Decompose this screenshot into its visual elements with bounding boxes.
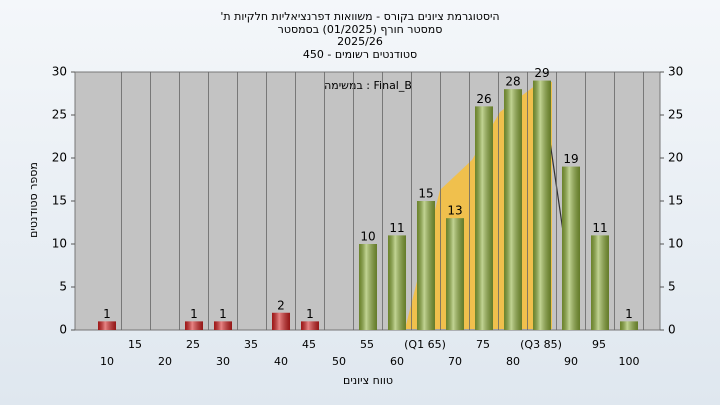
- data-label: 1: [190, 307, 198, 321]
- x-axis-label: טווח ציונים: [343, 374, 393, 387]
- data-label: 19: [563, 152, 578, 166]
- x-tick-label: 60: [390, 355, 404, 368]
- bar-shine: [98, 321, 116, 330]
- x-tick-label: (Q3 85): [520, 338, 562, 351]
- y2-tick-label: 25: [668, 108, 683, 122]
- y2-tick-label: 30: [668, 65, 683, 79]
- bar-shine: [214, 321, 232, 330]
- bar-shine: [591, 235, 609, 330]
- x-tick-label: 25: [186, 338, 200, 351]
- bar-shine: [504, 89, 522, 330]
- y-tick-label: 30: [52, 65, 67, 79]
- x-tick-label: 95: [592, 338, 606, 351]
- data-label: 11: [389, 221, 404, 235]
- data-label: 15: [418, 187, 433, 201]
- bar-shine: [562, 166, 580, 330]
- y-tick-label: 10: [52, 237, 67, 251]
- x-tick-label: 75: [476, 338, 490, 351]
- x-tick-label: 35: [244, 338, 258, 351]
- data-label: 1: [625, 307, 633, 321]
- y2-tick-label: 5: [668, 280, 676, 294]
- data-label: 1: [219, 307, 227, 321]
- x-tick-label: 10: [100, 355, 114, 368]
- bar-shine: [388, 235, 406, 330]
- y2-tick-label: 10: [668, 237, 683, 251]
- chart-title: היסטוגרמת ציונים בקורס - משוואות דפרנציא…: [220, 10, 499, 23]
- bar-shine: [301, 321, 319, 330]
- y-tick-label: 20: [52, 151, 67, 165]
- data-label: 29: [534, 66, 549, 80]
- x-tick-label: 40: [274, 355, 288, 368]
- data-label: 11: [592, 221, 607, 235]
- bar-shine: [359, 244, 377, 330]
- bar-shine: [446, 218, 464, 330]
- x-tick-label: (Q1 65): [404, 338, 446, 351]
- y-tick-label: 5: [59, 280, 67, 294]
- x-tick-label: 80: [506, 355, 520, 368]
- data-label: 26: [476, 92, 491, 106]
- x-tick-label: 90: [564, 355, 578, 368]
- chart-subtitle: 2025/26: [337, 35, 383, 48]
- y2-tick-label: 20: [668, 151, 683, 165]
- chart-subtitle: סטודנטים רשומים - 450: [303, 48, 417, 61]
- y2-tick-label: 0: [668, 323, 676, 337]
- data-label: 10: [360, 230, 375, 244]
- bar-shine: [417, 201, 435, 330]
- y-tick-label: 0: [59, 323, 67, 337]
- bar-shine: [185, 321, 203, 330]
- bar-shine: [272, 312, 290, 330]
- x-tick-label: 20: [158, 355, 172, 368]
- x-tick-label: 100: [619, 355, 640, 368]
- y-axis-label: מספר סטודנטים: [27, 162, 40, 238]
- data-label: 2: [277, 298, 285, 312]
- x-tick-label: 50: [332, 355, 346, 368]
- x-tick-label: 70: [448, 355, 462, 368]
- bar-shine: [475, 106, 493, 331]
- data-label: 28: [505, 75, 520, 89]
- data-label: 13: [447, 204, 462, 218]
- data-label: 1: [103, 307, 111, 321]
- annotation: במשימה : Final_B: [324, 79, 412, 92]
- y2-tick-label: 15: [668, 194, 683, 208]
- bar-shine: [533, 80, 551, 330]
- x-tick-label: 15: [128, 338, 142, 351]
- y-tick-label: 25: [52, 108, 67, 122]
- chart-subtitle: סמסטר חורף (01/2025) בסמסטר: [278, 23, 443, 36]
- data-label: 1: [306, 307, 314, 321]
- x-tick-label: 45: [302, 338, 316, 351]
- x-tick-label: 55: [360, 338, 374, 351]
- y-tick-label: 15: [52, 194, 67, 208]
- bar-shine: [620, 321, 638, 330]
- x-tick-label: 30: [216, 355, 230, 368]
